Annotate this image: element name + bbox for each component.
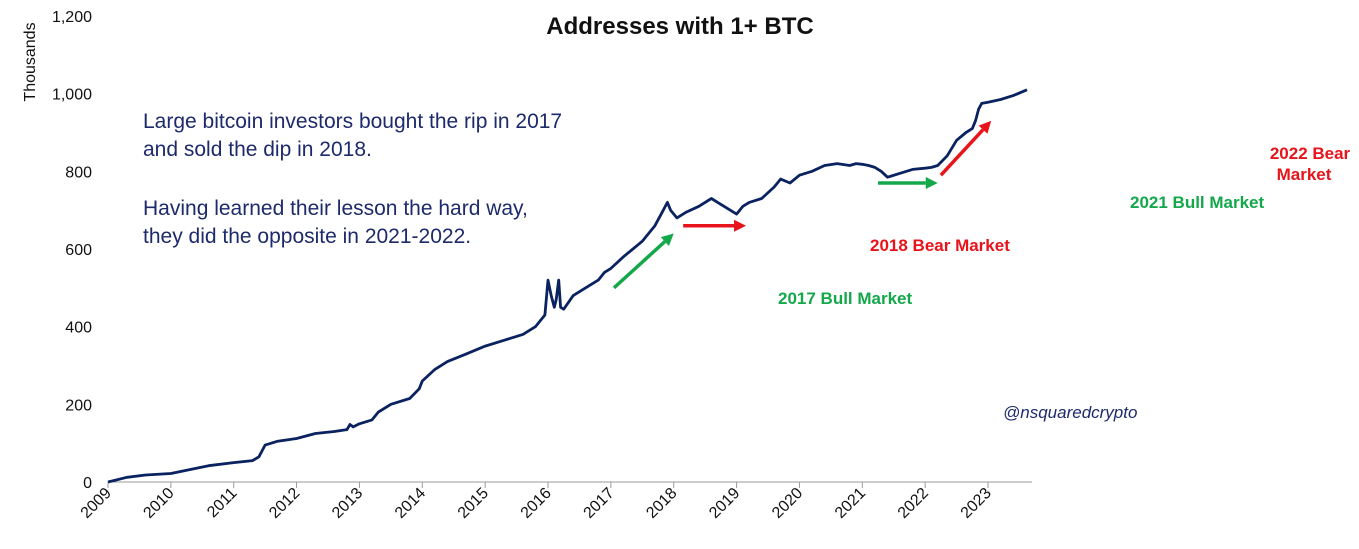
annotation-arrow-shaft (612, 240, 667, 290)
note-line-1: Large bitcoin investors bought the rip i… (143, 110, 562, 133)
annotation-arrow-head (660, 233, 674, 246)
x-tick-label: 2015 (455, 485, 492, 522)
y-tick-label: 600 (65, 242, 92, 259)
note-text: Large bitcoin investors bought the rip i… (143, 110, 562, 248)
note-line-3: Having learned their lesson the hard way… (143, 197, 528, 220)
series-line (107, 88, 1028, 484)
annotation-arrow-shaft (939, 128, 985, 177)
annotation-2022-bear-line1: 2022 Bear (1270, 144, 1351, 163)
note-line-2: and sold the dip in 2018. (143, 138, 372, 161)
annotation-2021-bull: 2021 Bull Market (1130, 193, 1265, 212)
annotation-arrow-head (734, 219, 747, 232)
annotation-2017-bull: 2017 Bull Market (778, 289, 913, 308)
x-tick-label: 2011 (204, 485, 240, 521)
x-tick-label: 2016 (518, 485, 555, 522)
annotation-2022-bear-line2: Market (1277, 165, 1332, 184)
y-tick-label: 400 (65, 320, 92, 337)
y-axis-label: Thousands (22, 22, 39, 101)
x-tick-label: 2012 (266, 485, 303, 522)
x-tick-label: 2010 (140, 485, 177, 522)
x-tick-label: 2017 (581, 485, 618, 522)
y-tick-label: 200 (65, 397, 92, 414)
x-tick-label: 2019 (706, 485, 743, 522)
x-tick-label: 2023 (958, 485, 995, 522)
credit-text: @nsquaredcrypto (1003, 403, 1137, 422)
annotation-arrows (612, 120, 992, 290)
x-tick-label: 2018 (643, 485, 680, 522)
x-tick-label: 2020 (769, 485, 806, 522)
annotation-2018-bear: 2018 Bear Market (870, 236, 1010, 255)
y-tick-label: 1,200 (52, 9, 92, 26)
x-tick-label: 2014 (392, 485, 429, 522)
y-axis: 0 200 400 600 800 1,000 1,200 (52, 9, 92, 492)
x-tick-label: 2021 (832, 485, 869, 522)
chart-title: Addresses with 1+ BTC (546, 13, 813, 40)
annotation-arrow-head (978, 120, 992, 134)
y-tick-label: 800 (65, 164, 92, 181)
x-tick-label: 2022 (895, 485, 932, 522)
y-tick-label: 1,000 (52, 87, 92, 104)
x-axis: 2009 2010 2011 2012 2013 2014 2015 2016 2017 2018… (78, 481, 1032, 522)
y-tick-label: 0 (83, 475, 92, 492)
annotation-arrow-head (925, 176, 938, 189)
note-line-4: they did the opposite in 2021-2022. (143, 225, 471, 248)
x-tick-label: 2013 (329, 485, 366, 522)
